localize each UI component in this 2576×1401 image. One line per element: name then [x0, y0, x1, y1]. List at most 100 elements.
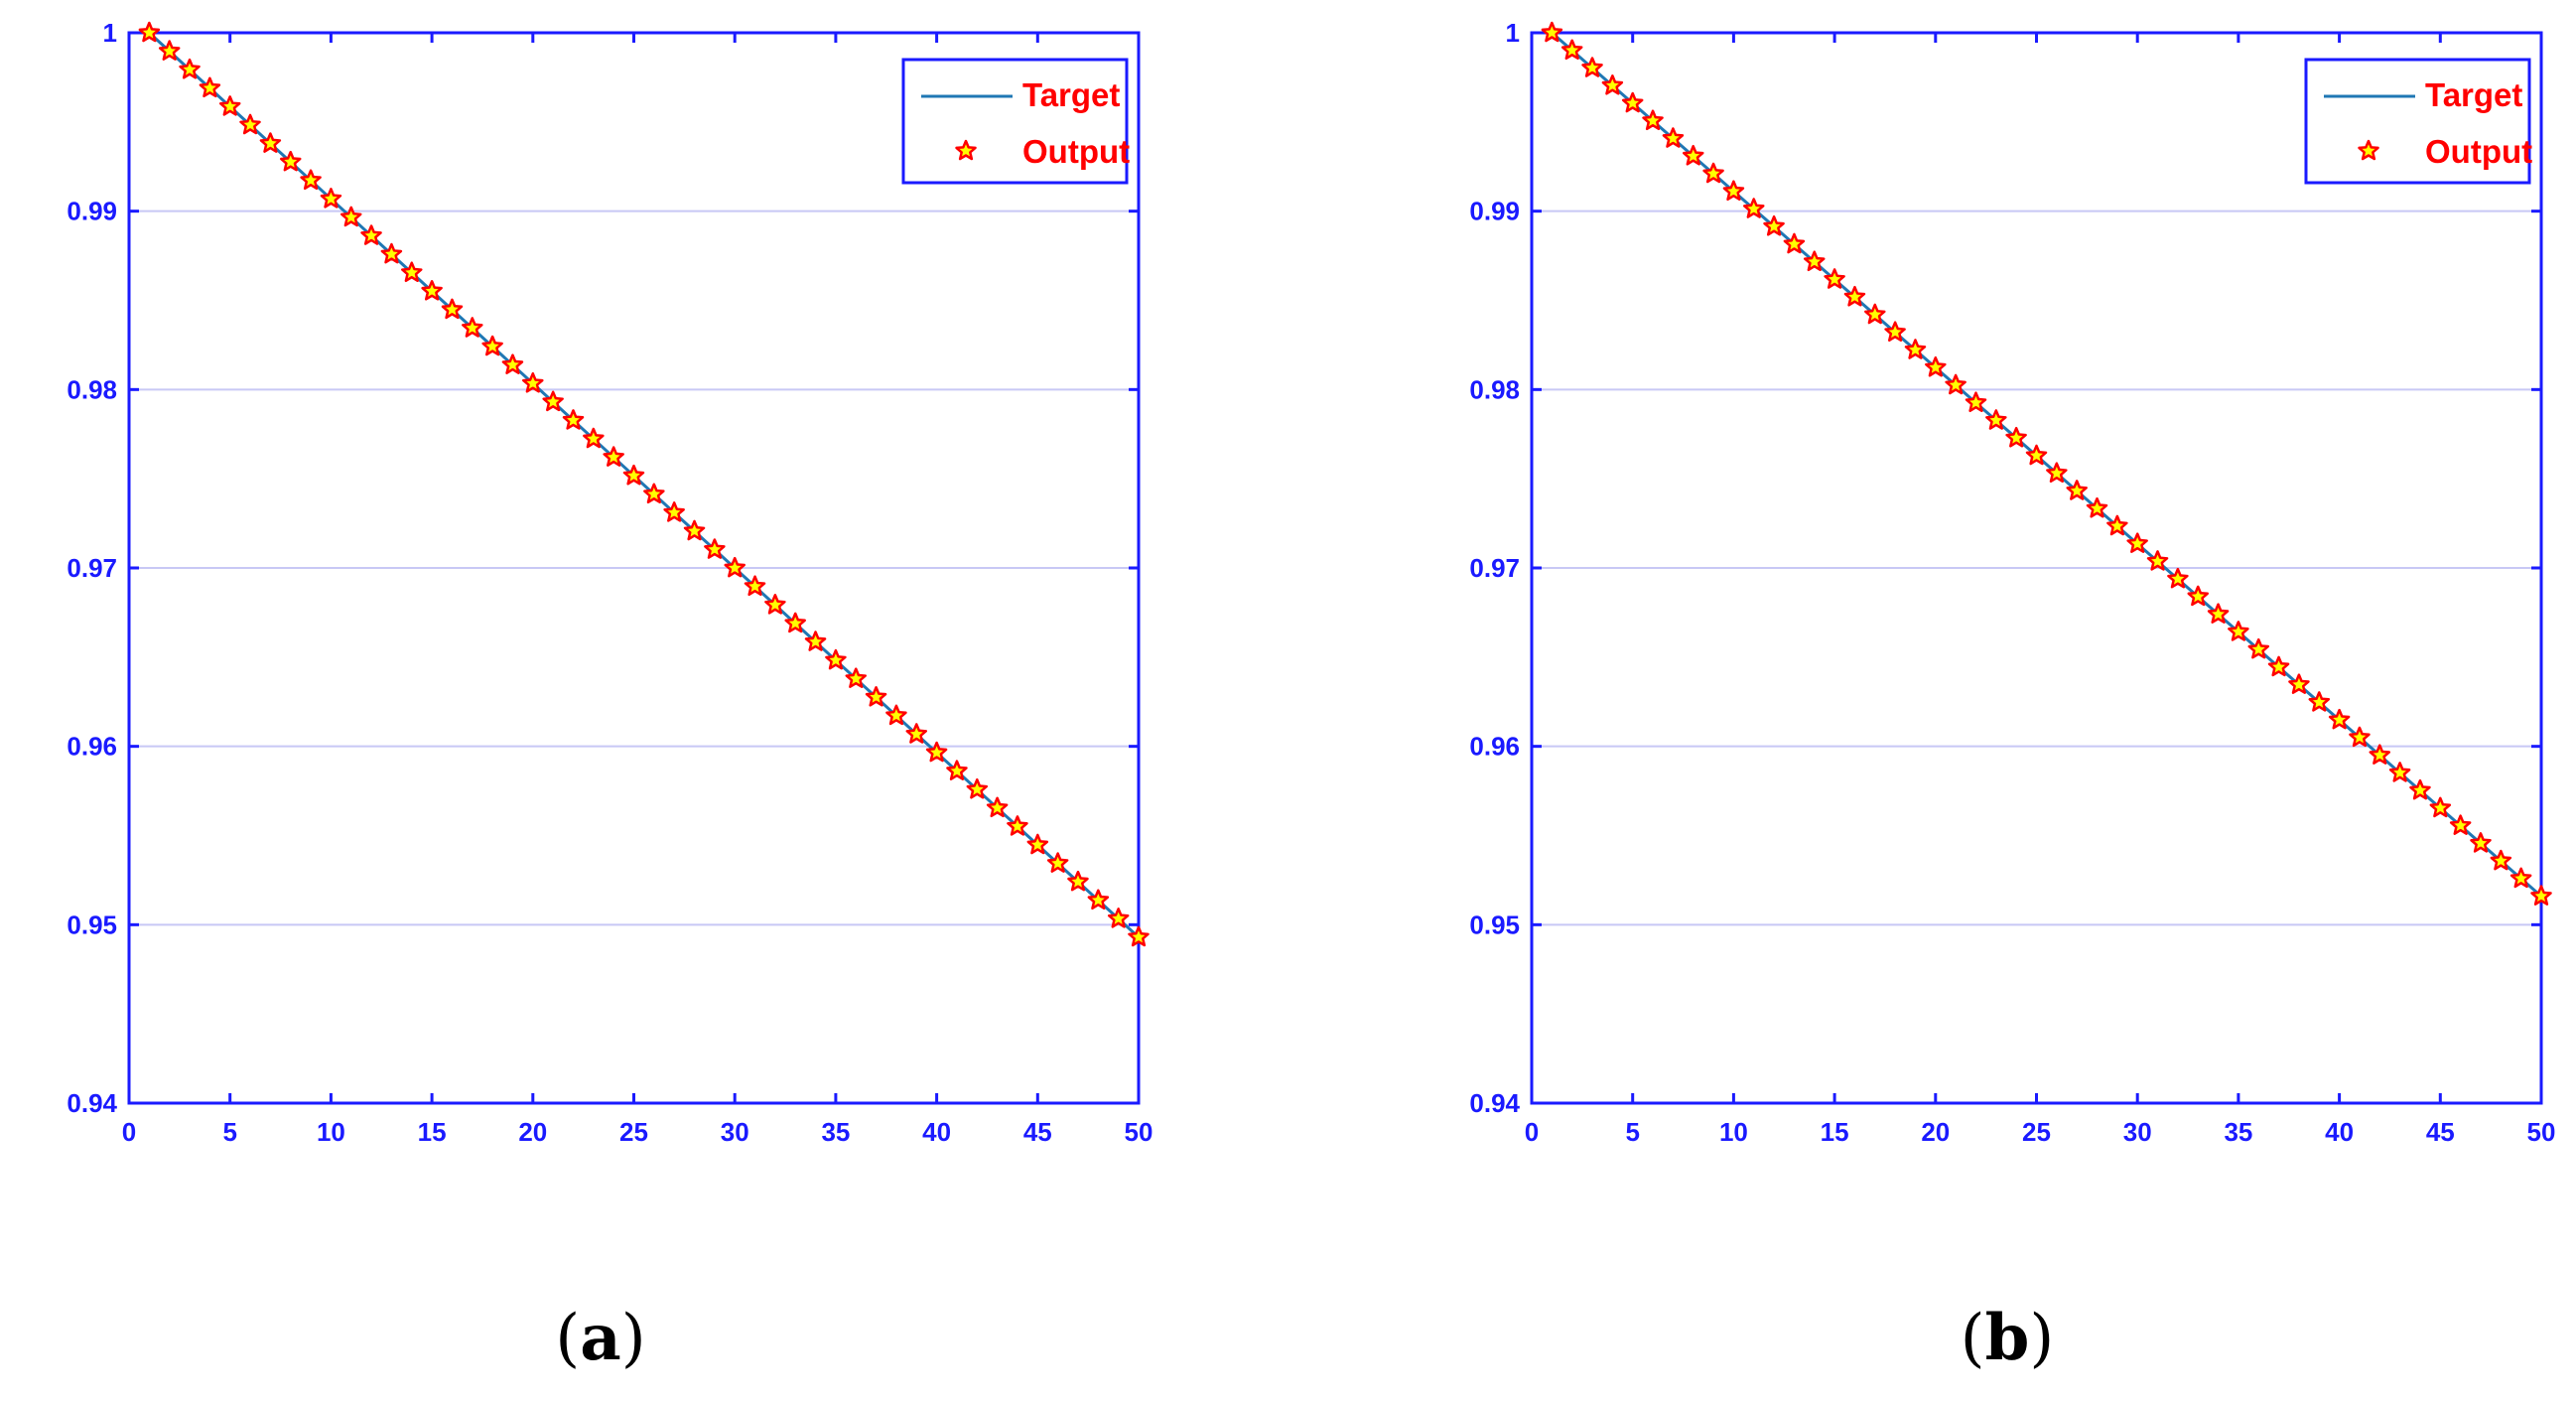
- output-marker: [1965, 391, 1987, 413]
- output-marker: [1682, 144, 1704, 166]
- output-marker: [1601, 73, 1624, 95]
- y-tick-label: 0.97: [67, 553, 117, 583]
- output-marker: [1722, 180, 1745, 202]
- x-tick-label: 25: [2022, 1117, 2051, 1147]
- output-marker: [2247, 637, 2269, 659]
- output-marker: [360, 224, 382, 245]
- output-marker: [320, 188, 342, 209]
- output-marker: [643, 483, 665, 504]
- output-marker: [2490, 849, 2512, 871]
- output-marker: [663, 501, 685, 522]
- output-marker: [1541, 21, 1563, 43]
- y-tick-label: 1: [1506, 18, 1520, 48]
- output-marker: [825, 648, 847, 670]
- output-marker: [1945, 373, 1966, 395]
- x-tick-label: 50: [2527, 1117, 2556, 1147]
- x-tick-label: 30: [2123, 1117, 2152, 1147]
- output-marker: [1067, 870, 1089, 892]
- x-tick-label: 5: [222, 1117, 236, 1147]
- y-tick-label: 0.96: [1469, 732, 1520, 762]
- output-marker: [1046, 852, 1069, 873]
- output-marker: [2429, 796, 2452, 818]
- output-marker: [339, 206, 362, 227]
- output-marker: [259, 132, 282, 153]
- output-marker: [421, 280, 443, 301]
- output-marker: [2228, 621, 2249, 641]
- output-marker: [1742, 198, 1765, 218]
- chart-panel-b: 0.94 0.95 0.96 0.97 0.98 0.99 1 0 5 10 15 20 25 30 35 4…: [1288, 0, 2576, 1401]
- output-marker: [300, 169, 322, 191]
- output-marker: [501, 353, 524, 374]
- output-marker: [2328, 708, 2351, 730]
- output-marker: [784, 612, 806, 633]
- output-marker: [845, 667, 867, 688]
- x-tick-label: 0: [1525, 1117, 1539, 1147]
- output-marker: [2005, 426, 2027, 448]
- output-marker: [481, 335, 503, 356]
- legend-output-label: Output: [1022, 133, 1130, 170]
- output-marker: [1026, 833, 1049, 855]
- caption-a: (a): [555, 1301, 646, 1375]
- output-marker: [1783, 232, 1806, 254]
- legend-box: [2304, 58, 2531, 185]
- output-marker: [279, 150, 302, 172]
- x-tick-label: 20: [518, 1117, 547, 1147]
- output-marker: [1128, 925, 1150, 947]
- output-marker: [2025, 444, 2048, 466]
- output-marker: [1904, 339, 1927, 359]
- output-marker: [562, 409, 585, 430]
- output-marker: [1642, 109, 1664, 131]
- y-tick-label: 0.95: [67, 910, 117, 939]
- output-marker: [2288, 673, 2310, 694]
- output-marker: [2066, 480, 2088, 500]
- output-marker: [2388, 762, 2411, 782]
- output-marker: [1702, 162, 1724, 184]
- output-marker: [179, 58, 201, 79]
- legend-box: [901, 58, 1129, 185]
- output-marker: [946, 760, 968, 780]
- caption-b: (b): [1960, 1301, 2055, 1375]
- output-marker: [1864, 303, 1886, 325]
- x-tick-label: 10: [1719, 1117, 1748, 1147]
- output-marker: [2146, 550, 2169, 571]
- output-marker: [622, 464, 645, 486]
- output-marker: [2530, 885, 2552, 906]
- output-marker: [522, 371, 544, 393]
- output-marker: [199, 76, 221, 98]
- output-marker: [239, 113, 261, 135]
- y-tick-label: 0.98: [1469, 374, 1520, 404]
- output-marker: [218, 95, 241, 116]
- legend-target-label: Target: [1022, 76, 1120, 113]
- x-tick-label: 40: [922, 1117, 951, 1147]
- caption-b-letter: b: [1984, 1301, 2030, 1375]
- caption-a-letter: a: [580, 1301, 621, 1375]
- output-marker: [764, 594, 786, 615]
- output-marker: [2267, 655, 2290, 677]
- output-marker: [1843, 285, 1866, 307]
- output-marker: [2106, 514, 2128, 536]
- output-marker: [1763, 214, 1785, 236]
- legend-output-swatch: [955, 139, 977, 161]
- output-marker: [583, 427, 605, 449]
- output-marker: [986, 796, 1009, 818]
- output-marker: [2086, 496, 2108, 518]
- y-tick-label: 0.94: [1469, 1088, 1520, 1118]
- output-marker: [1621, 91, 1644, 113]
- x-tick-label: 35: [821, 1117, 850, 1147]
- chart-panel-a: 0.94 0.95 0.96 0.97 0.98 0.99 1 0 5 10 15 20 25 30 35 4…: [67, 18, 1152, 1375]
- y-tick-label: 0.94: [67, 1088, 117, 1118]
- output-marker: [1007, 815, 1028, 836]
- output-marker: [138, 21, 161, 43]
- output-marker: [925, 741, 948, 763]
- output-marker: [865, 685, 887, 707]
- y-tick-label: 0.99: [1469, 197, 1520, 226]
- x-tick-label: 0: [122, 1117, 136, 1147]
- output-marker: [2409, 778, 2431, 800]
- output-marker: [542, 390, 564, 412]
- output-marker: [905, 723, 928, 744]
- x-tick-label: 45: [1023, 1117, 1052, 1147]
- output-marker: [683, 519, 706, 541]
- x-tick-label: 5: [1625, 1117, 1639, 1147]
- output-marker: [1560, 39, 1583, 61]
